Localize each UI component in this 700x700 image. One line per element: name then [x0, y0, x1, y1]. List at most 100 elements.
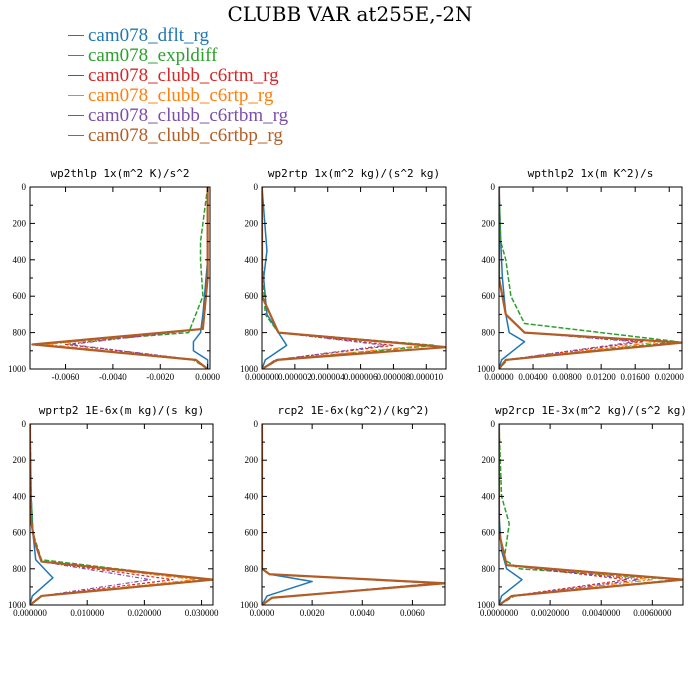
legend-item: cam078_expldiff — [68, 46, 288, 66]
x-tick-label: 0.0000 — [250, 608, 275, 618]
series-line — [30, 424, 54, 605]
x-tick-label: 0.0060000 — [633, 608, 672, 618]
x-tick-label: 0.0040 — [350, 608, 375, 618]
x-tick-label: -0.0020 — [146, 372, 174, 382]
legend-swatch — [68, 135, 84, 137]
x-tick-label: 0.0060 — [400, 608, 425, 618]
y-tick-label: 0 — [491, 182, 496, 192]
legend-label: cam078_clubb_c6rtm_rg — [88, 65, 279, 86]
series-line — [499, 187, 636, 369]
x-tick-label: 0.0000000 — [480, 608, 519, 618]
series-line — [262, 187, 288, 369]
legend-item: cam078_dflt_rg — [68, 26, 288, 46]
y-tick-label: 600 — [482, 528, 496, 538]
x-tick-label: -0.0040 — [99, 372, 127, 382]
legend-swatch — [68, 55, 84, 57]
series-line — [262, 187, 427, 369]
series-line — [262, 424, 313, 605]
series-line — [30, 424, 197, 605]
y-tick-label: 800 — [482, 564, 496, 574]
y-tick-label: 200 — [245, 455, 259, 465]
y-tick-label: 400 — [13, 491, 27, 501]
y-tick-label: 800 — [13, 564, 27, 574]
legend-item: cam078_clubb_c6rtp_rg — [68, 86, 288, 106]
chart-panel: wp2thlp 1x(m^2 K)/s^2 0 200 400 600 800 1000 -0… — [8, 167, 221, 382]
y-tick-label: 800 — [13, 328, 27, 338]
series-line — [499, 187, 645, 369]
y-tick-label: 200 — [482, 218, 496, 228]
y-tick-label: 0 — [22, 419, 27, 429]
y-tick-label: 200 — [245, 218, 259, 228]
y-tick-label: 600 — [245, 291, 259, 301]
series-line — [262, 187, 446, 369]
x-tick-label: 0.0040000 — [582, 608, 621, 618]
x-tick-label: 0.0020000 — [531, 608, 570, 618]
x-tick-label: 0.00400 — [518, 372, 548, 382]
x-tick-label: 0.010000 — [70, 608, 104, 618]
legend-label: cam078_dflt_rg — [88, 25, 210, 46]
y-tick-label: 1000 — [477, 600, 496, 610]
y-tick-label: 200 — [13, 218, 27, 228]
legend-swatch — [68, 95, 84, 97]
y-tick-label: 1000 — [477, 364, 496, 374]
legend-swatch — [68, 115, 84, 117]
x-tick-label: 0.000004 — [311, 372, 345, 382]
chart-panel: wp2rcp 1E-3x(m^2 kg)/(s^2 kg) 0 200 400 600 8… — [477, 404, 687, 618]
x-tick-label: 0.0000 — [195, 372, 220, 382]
y-tick-label: 200 — [13, 455, 27, 465]
y-tick-label: 1000 — [8, 600, 27, 610]
legend-label: cam078_clubb_c6rtp_rg — [88, 85, 274, 106]
series-line — [64, 187, 209, 369]
x-tick-label: 0.000000 — [13, 608, 47, 618]
legend-swatch — [68, 75, 84, 77]
x-tick-label: 0.000006 — [344, 372, 378, 382]
y-tick-label: 0 — [491, 419, 496, 429]
y-tick-label: 0 — [22, 182, 27, 192]
legend-item: cam078_clubb_c6rtm_rg — [68, 66, 288, 86]
y-tick-label: 1000 — [240, 364, 259, 374]
chart-panel: rcp2 1E-6x(kg^2)/(kg^2) 0 200 400 600 800 1000… — [240, 404, 446, 618]
legend-label: cam078_clubb_c6rtbm_rg — [88, 105, 289, 126]
y-tick-label: 600 — [245, 528, 259, 538]
x-tick-label: 0.020000 — [128, 608, 162, 618]
x-tick-label: 0.00000 — [484, 372, 514, 382]
chart-panel: wprtp2 1E-6x(m kg)/(s kg) 0 200 400 600 800 10… — [8, 404, 219, 618]
chart-title: rcp2 1E-6x(kg^2)/(kg^2) — [277, 404, 429, 417]
y-tick-label: 800 — [245, 564, 259, 574]
y-tick-label: 400 — [245, 491, 259, 501]
y-tick-label: 1000 — [8, 364, 27, 374]
x-tick-label: 0.01200 — [587, 372, 617, 382]
series-line — [499, 424, 523, 605]
legend: cam078_dflt_rg cam078_expldiff cam078_club… — [68, 26, 288, 146]
y-tick-label: 800 — [245, 328, 259, 338]
y-tick-label: 600 — [13, 528, 27, 538]
y-tick-label: 400 — [482, 491, 496, 501]
series-line — [192, 187, 209, 369]
y-tick-label: 0 — [254, 419, 259, 429]
y-tick-label: 200 — [482, 455, 496, 465]
x-tick-label: 0.000010 — [409, 372, 443, 382]
x-tick-label: 0.030000 — [185, 608, 219, 618]
page-title: CLUBB VAR at255E,-2N — [227, 2, 473, 26]
series-line — [499, 424, 683, 605]
x-tick-label: 0.02000 — [655, 372, 685, 382]
y-tick-label: 800 — [482, 328, 496, 338]
y-tick-label: 400 — [13, 255, 27, 265]
y-tick-label: 1000 — [240, 600, 259, 610]
series-line — [499, 187, 526, 369]
x-tick-label: 0.000002 — [278, 372, 312, 382]
chart-panel: wpthlp2 1x(m K^2)/s020040060080010000.00… — [477, 167, 684, 382]
x-tick-label: 0.0020 — [300, 608, 325, 618]
series-line — [31, 187, 209, 369]
legend-item: cam078_clubb_c6rtbp_rg — [68, 126, 288, 146]
series-line — [69, 187, 209, 369]
series-line — [262, 424, 445, 605]
y-tick-label: 400 — [245, 255, 259, 265]
series-line — [262, 187, 436, 369]
y-tick-label: 400 — [482, 255, 496, 265]
chart-title: wp2rcp 1E-3x(m^2 kg)/(s^2 kg) — [495, 404, 687, 417]
chart-title: wp2thlp 1x(m^2 K)/s^2 — [50, 167, 189, 180]
chart-title: wpthlp2 1x(m K^2)/s — [528, 167, 654, 180]
x-tick-label: -0.0060 — [52, 372, 80, 382]
y-tick-label: 600 — [13, 291, 27, 301]
